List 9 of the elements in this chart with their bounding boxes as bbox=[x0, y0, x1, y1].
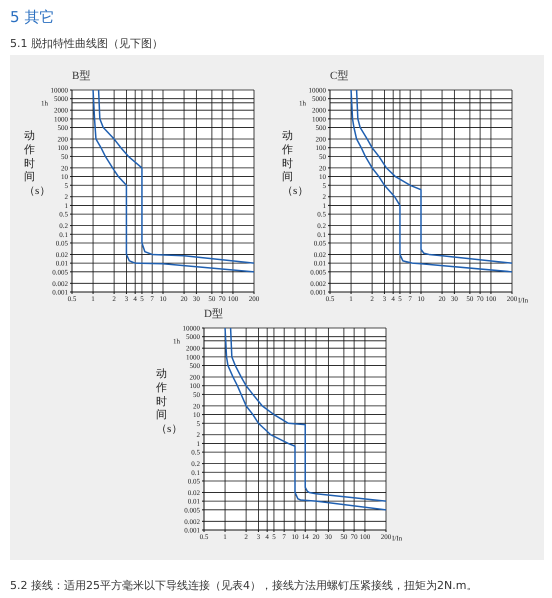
y-axis-title: 动作时间（s） bbox=[282, 130, 308, 199]
chart-title: B型 bbox=[72, 69, 90, 83]
y-axis-title: 动作时间（s） bbox=[24, 130, 50, 199]
text: 5.2 接线：适用25平方毫米以下导线连接（见表4），接线方法用螺钉压紧接线，扭矩为2N.m。 bbox=[10, 578, 478, 593]
text: 5 其它 bbox=[10, 8, 54, 27]
chart-title: C型 bbox=[330, 69, 348, 83]
text: 5.1 脱扣特性曲线图（见下图） bbox=[10, 36, 163, 51]
chart-title: D型 bbox=[204, 307, 223, 321]
y-axis-title: 动作时间（s） bbox=[156, 368, 182, 437]
